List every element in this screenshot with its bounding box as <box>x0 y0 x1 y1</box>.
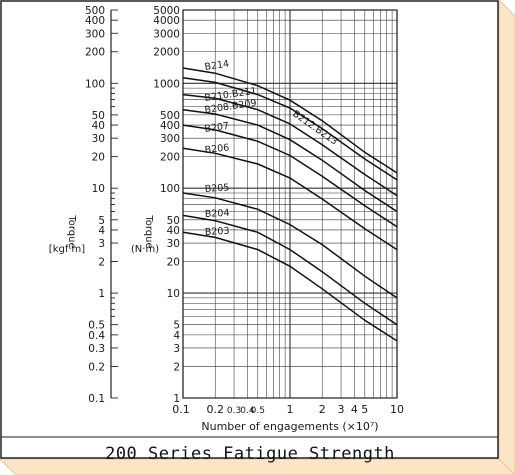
kgfm-tick-label: 10 <box>92 183 105 195</box>
series-label-b207: B207 <box>204 121 230 135</box>
x-tick-label: 0.2 <box>206 403 224 416</box>
kgfm-tick-label: 50 <box>92 110 105 122</box>
kgfm-tick-label: 200 <box>85 47 105 59</box>
frame-panel-bottom <box>0 458 515 475</box>
nm-tick-label: 10 <box>167 288 180 300</box>
series-label-b204: B204 <box>205 208 230 220</box>
nm-tick-label: 3000 <box>153 28 180 40</box>
x-tick-label: 0.1 <box>172 403 190 416</box>
x-tick-label: 0.4 <box>240 406 255 416</box>
series-line-b203 <box>182 231 398 342</box>
nm-axis-unit: (N·m) <box>131 244 159 255</box>
kgfm-axis-title: Torque <box>66 214 77 248</box>
series-label-b206: B206 <box>204 142 230 156</box>
kgfm-tick-label: 40 <box>92 120 105 132</box>
nm-tick-label: 1 <box>173 393 180 405</box>
series-line-b212-b213 <box>182 77 398 181</box>
nm-tick-label: 500 <box>160 110 180 122</box>
series-line-b204 <box>182 214 398 326</box>
series-label-b205: B205 <box>204 182 229 195</box>
nm-tick-label: 400 <box>160 120 180 132</box>
frame-panel-right <box>498 0 515 475</box>
series-line-b205 <box>182 192 398 299</box>
kgfm-tick-label: 0.1 <box>88 393 105 405</box>
nm-tick-label: 30 <box>167 238 180 250</box>
nm-tick-label: 2 <box>173 361 180 373</box>
x-tick-label: 1 <box>287 403 294 416</box>
x-tick-label: 0.5 <box>251 406 265 416</box>
series-label-b203: B203 <box>205 226 230 238</box>
nm-tick-label: 5 <box>173 320 180 332</box>
kgfm-tick-label: 0.3 <box>88 343 105 355</box>
nm-tick-label: 1000 <box>153 78 180 90</box>
plot-border <box>182 9 398 399</box>
x-tick-label: 4 <box>351 403 358 416</box>
chart-curves <box>182 67 398 342</box>
kgfm-tick-label: 2 <box>98 257 105 269</box>
x-tick-label: 2 <box>319 403 326 416</box>
nm-tick-label: 200 <box>160 152 180 164</box>
kgfm-tick-label: 500 <box>85 5 105 17</box>
chart-caption: 200 Series Fatigue Strength <box>105 444 395 464</box>
nm-tick-label: 3 <box>173 343 180 355</box>
nm-axis-title: Torque <box>143 214 154 248</box>
chart-grid <box>182 9 398 399</box>
nm-tick-label: 40 <box>167 225 180 237</box>
kgfm-axis-unit: [kgf·m] <box>49 244 85 255</box>
nm-tick-label: 50 <box>167 215 180 227</box>
series-line-b214 <box>182 67 398 174</box>
x-tick-label: 10 <box>390 403 404 416</box>
nm-tick-label: 5000 <box>153 5 180 17</box>
x-tick-label: 5 <box>361 403 368 416</box>
series-line-b210-b211 <box>182 93 398 197</box>
kgfm-tick-label: 5 <box>98 215 105 227</box>
series-line-b207 <box>182 124 398 228</box>
nm-tick-label: 4000 <box>153 15 180 27</box>
nm-tick-label: 20 <box>167 257 180 269</box>
nm-axis: 1234510203040501002003004005001000200030… <box>153 5 404 416</box>
nm-tick-label: 2000 <box>153 47 180 59</box>
kgfm-tick-label: 0.2 <box>88 361 105 373</box>
kgfm-tick-label: 0.4 <box>88 330 105 342</box>
series-line-b208-b209 <box>182 108 398 213</box>
kgfm-tick-label: 300 <box>85 28 105 40</box>
series-line-b206 <box>182 147 398 251</box>
kgfm-tick-label: 3 <box>98 238 105 250</box>
kgfm-tick-label: 400 <box>85 15 105 27</box>
nm-tick-label: 300 <box>160 133 180 145</box>
x-axis-title: Number of engagements (×10⁷) <box>201 420 378 433</box>
nm-tick-label: 4 <box>173 330 180 342</box>
kgfm-tick-label: 0.5 <box>88 320 105 332</box>
kgfm-tick-label: 100 <box>85 78 105 90</box>
kgfm-tick-label: 30 <box>92 133 105 145</box>
x-tick-label: 3 <box>338 403 345 416</box>
kgfm-tick-label: 20 <box>92 152 105 164</box>
x-tick-label: 0.3 <box>227 406 241 416</box>
series-label-b214: B214 <box>204 59 230 73</box>
kgfm-tick-label: 1 <box>98 288 105 300</box>
nm-tick-label: 100 <box>160 183 180 195</box>
kgfm-tick-label: 4 <box>98 225 105 237</box>
